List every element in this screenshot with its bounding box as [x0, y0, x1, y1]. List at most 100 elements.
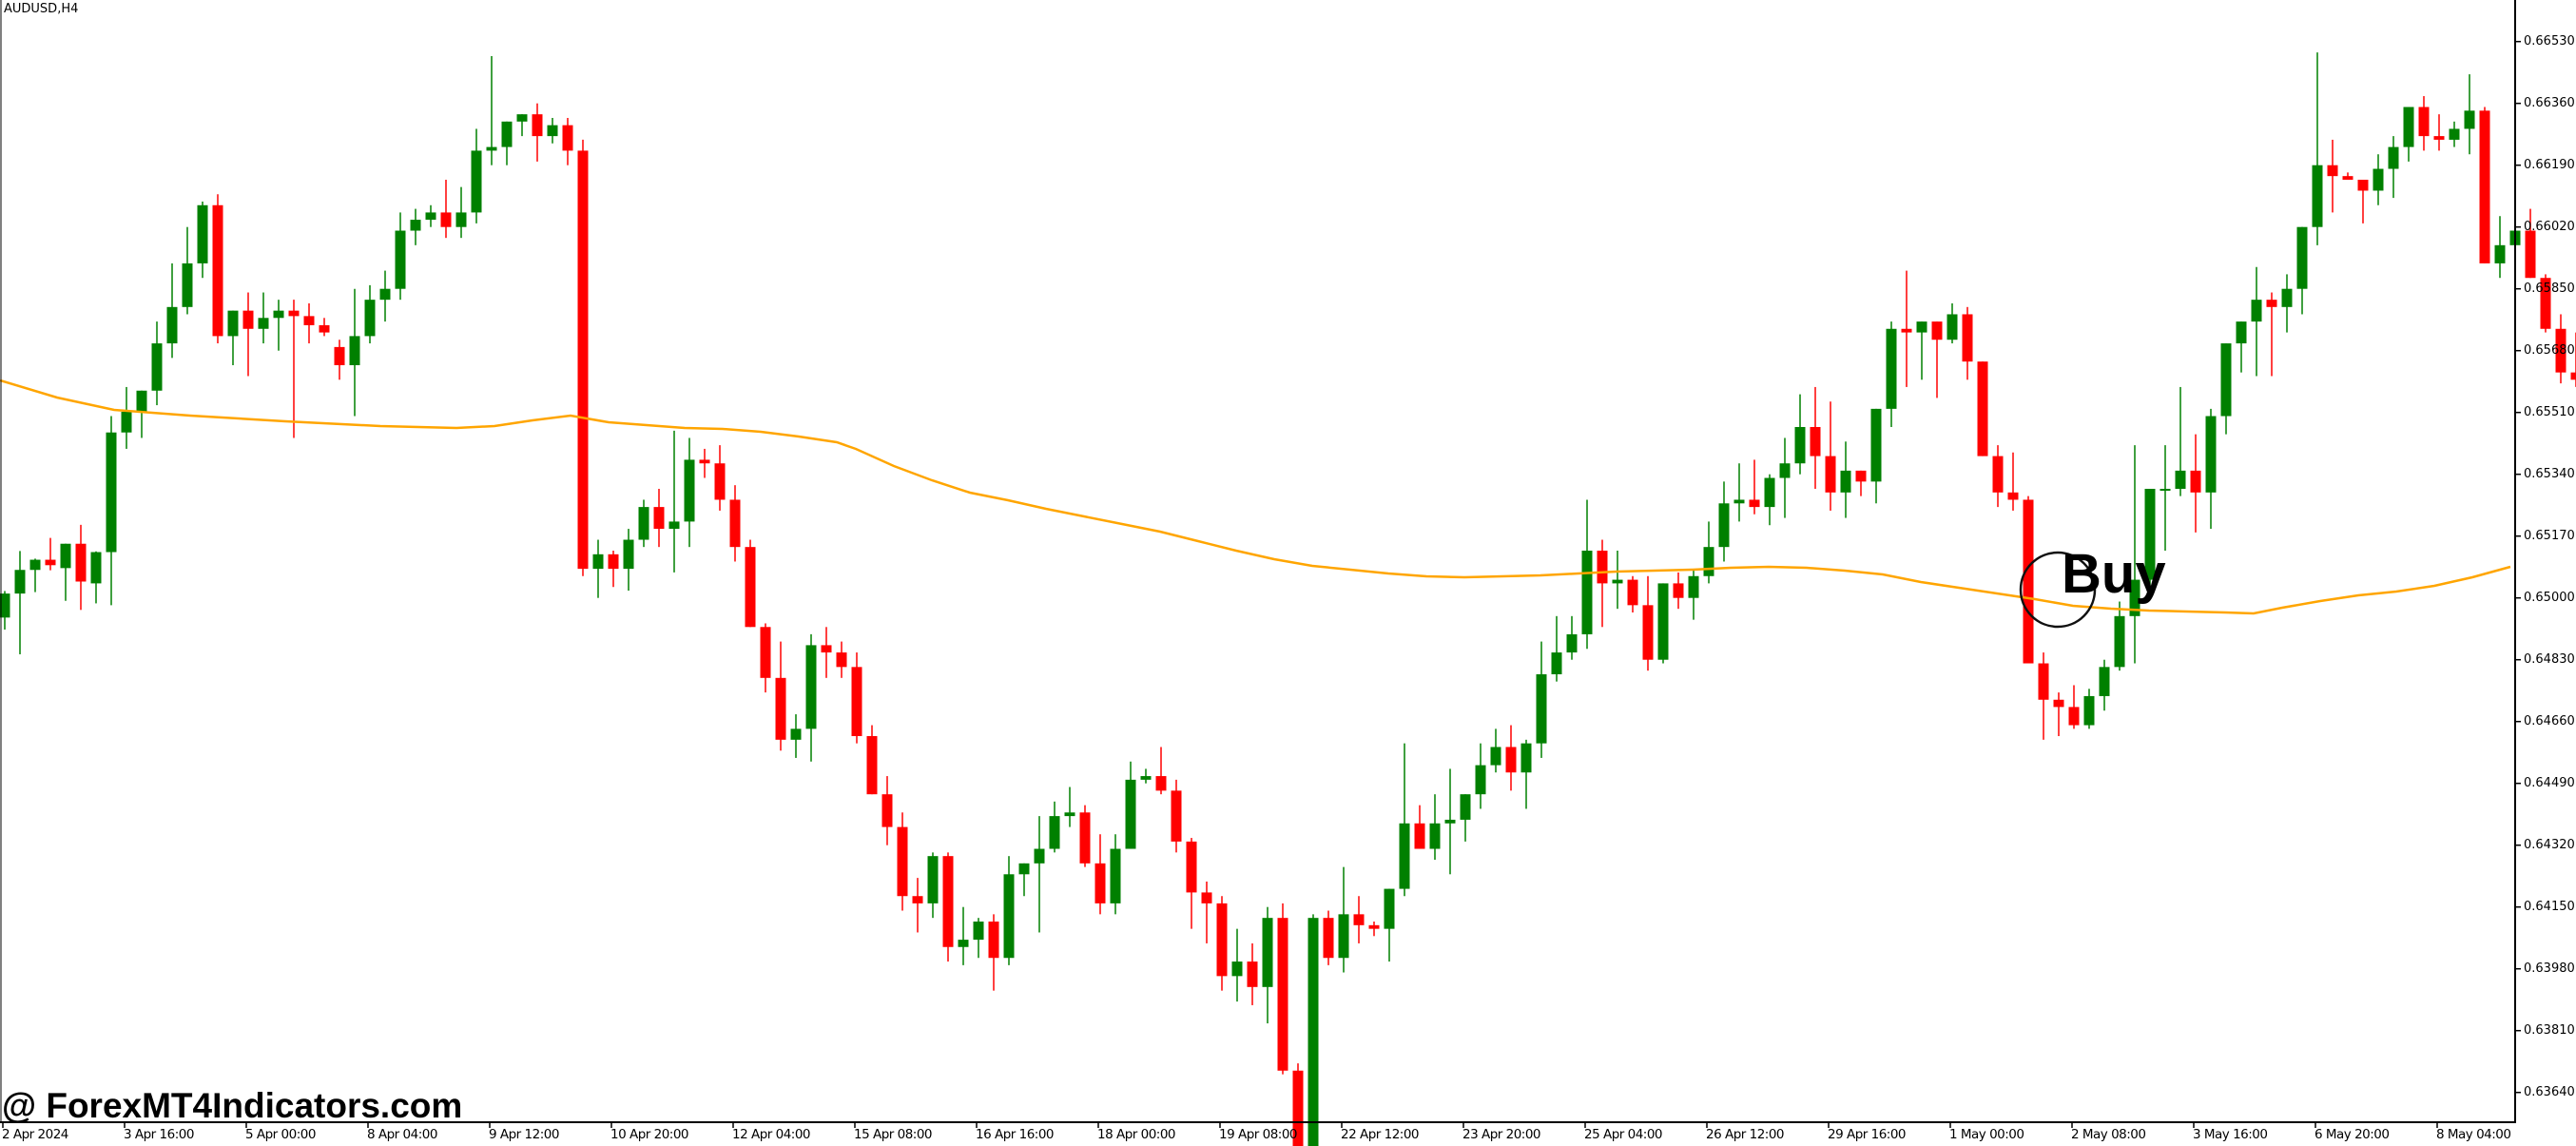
bullish-candle — [1018, 863, 1030, 875]
time-tick-marks — [2, 1122, 2438, 1128]
bullish-candle — [227, 310, 239, 337]
bullish-candle — [1718, 503, 1730, 548]
bullish-candle — [2205, 416, 2217, 493]
bearish-candle — [2555, 328, 2566, 373]
bullish-candle — [410, 220, 421, 231]
bullish-candle — [395, 230, 406, 289]
moving-average-line — [0, 379, 2511, 615]
bullish-candle — [364, 300, 376, 337]
price-tick-label: 0.65000 — [2524, 590, 2575, 605]
bullish-candle — [1384, 888, 1395, 929]
bullish-candle — [927, 856, 939, 903]
time-tick-label: 12 Apr 04:00 — [732, 1127, 811, 1142]
bearish-candle — [608, 554, 619, 570]
bullish-candle — [121, 411, 132, 433]
time-tick-label: 16 Apr 16:00 — [976, 1127, 1055, 1142]
bullish-candle — [1840, 470, 1851, 493]
bearish-candle — [2525, 230, 2536, 279]
bearish-candle — [2023, 499, 2034, 664]
bullish-candle — [1520, 743, 1532, 773]
price-tick-label: 0.64320 — [2524, 837, 2575, 852]
bearish-candle — [775, 677, 786, 740]
bullish-candle — [2175, 470, 2186, 489]
bearish-candle — [2038, 663, 2049, 700]
bullish-candle — [379, 288, 391, 301]
bullish-candle — [2144, 488, 2156, 580]
bearish-candle — [2570, 372, 2576, 380]
price-tick-label: 0.64660 — [2524, 713, 2575, 728]
bullish-candle — [1064, 812, 1075, 817]
bullish-candle — [547, 125, 558, 137]
time-tick-label: 19 Apr 08:00 — [1219, 1127, 1298, 1142]
bullish-candle — [60, 543, 71, 569]
bullish-candle — [684, 459, 695, 522]
price-tick-label: 0.63980 — [2524, 961, 2575, 976]
time-tick-label: 29 Apr 16:00 — [1828, 1127, 1907, 1142]
bullish-candle — [1262, 918, 1273, 987]
time-tick-label: 26 Apr 12:00 — [1706, 1127, 1785, 1142]
price-tick-label: 0.66190 — [2524, 157, 2575, 172]
bearish-candle — [1992, 456, 2004, 493]
bearish-candle — [1977, 361, 1988, 456]
time-tick-label: 8 Apr 04:00 — [367, 1127, 437, 1142]
bearish-candle — [1323, 918, 1334, 959]
bullish-candle — [623, 539, 634, 570]
bearish-candle — [1353, 914, 1365, 925]
price-tick-label: 0.65680 — [2524, 342, 2575, 358]
candle-series — [0, 52, 2576, 1146]
bullish-candle — [958, 940, 969, 947]
bullish-candle — [1444, 819, 1456, 824]
bullish-candle — [1733, 499, 1745, 504]
bullish-candle — [1231, 961, 1243, 977]
bearish-candle — [836, 652, 847, 668]
time-tick-label: 5 Apr 00:00 — [245, 1127, 316, 1142]
bullish-candle — [1794, 426, 1806, 464]
bullish-candle — [14, 570, 26, 594]
bullish-candle — [90, 552, 102, 584]
bearish-candle — [2190, 470, 2201, 493]
bullish-candle — [592, 554, 604, 570]
price-tick-label: 0.66360 — [2524, 95, 2575, 110]
bearish-candle — [303, 316, 315, 325]
bearish-candle — [851, 667, 862, 736]
bearish-candle — [1642, 605, 1654, 660]
bullish-candle — [1779, 463, 1791, 478]
bearish-candle — [2540, 278, 2551, 329]
bullish-candle — [1916, 321, 1927, 333]
bullish-candle — [2373, 168, 2384, 191]
bullish-candle — [1125, 779, 1136, 849]
bullish-candle — [455, 212, 467, 227]
bearish-candle — [532, 114, 543, 137]
bearish-candle — [912, 896, 923, 903]
bullish-candle — [182, 262, 193, 307]
bullish-candle — [2388, 146, 2399, 169]
bullish-candle — [1657, 583, 1669, 660]
time-tick-label: 1 May 00:00 — [1949, 1127, 2024, 1142]
time-tick-label: 2 May 08:00 — [2071, 1127, 2146, 1142]
bullish-candle — [2403, 107, 2414, 147]
bearish-candle — [745, 547, 756, 628]
bullish-candle — [638, 507, 649, 540]
bullish-candle — [2449, 128, 2460, 140]
bearish-candle — [2433, 136, 2445, 140]
bearish-candle — [1962, 314, 1973, 362]
bullish-candle — [2236, 321, 2247, 344]
bearish-candle — [1810, 426, 1821, 456]
bullish-candle — [349, 336, 360, 365]
bearish-candle — [988, 921, 999, 959]
bullish-candle — [136, 390, 147, 412]
bearish-candle — [2418, 107, 2430, 137]
bullish-candle — [1581, 550, 1593, 634]
bullish-candle — [1688, 575, 1699, 598]
bearish-candle — [2053, 699, 2064, 708]
bearish-candle — [319, 324, 330, 333]
bullish-candle — [2494, 244, 2506, 263]
bearish-candle — [866, 735, 878, 795]
time-tick-label: 18 Apr 00:00 — [1097, 1127, 1176, 1142]
time-tick-label: 23 Apr 20:00 — [1462, 1127, 1541, 1142]
bearish-candle — [1292, 1070, 1304, 1146]
bullish-candle — [2160, 488, 2171, 491]
bearish-candle — [288, 310, 300, 317]
bullish-candle — [2296, 226, 2308, 289]
